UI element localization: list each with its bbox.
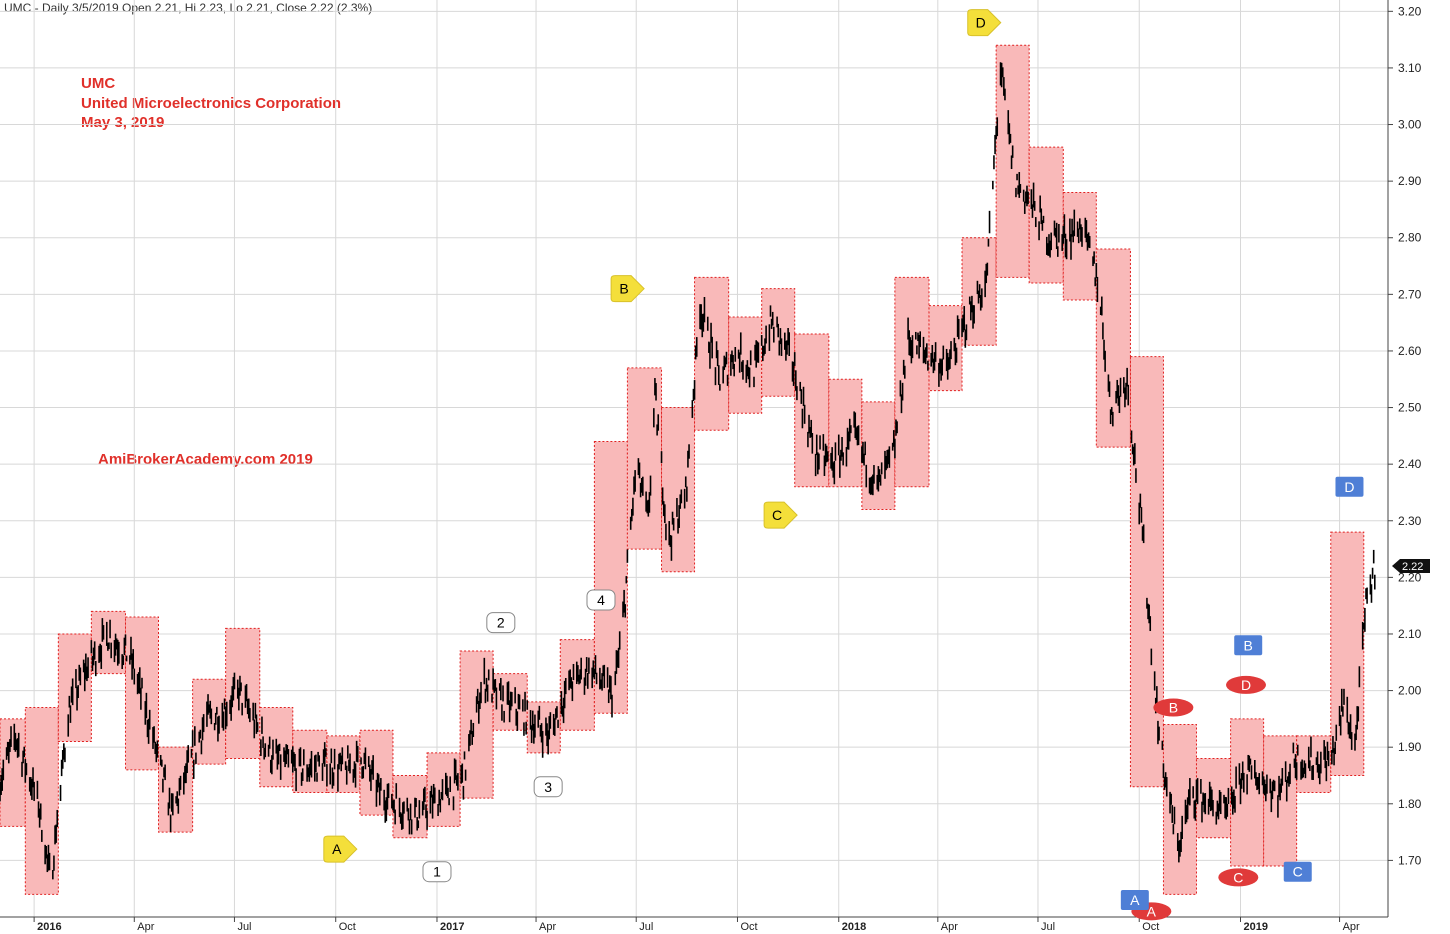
range-box (1062, 191, 1097, 301)
marker-yellow-tag-A: A (323, 835, 358, 863)
marker-shape (586, 589, 616, 611)
marker-label: C (1233, 869, 1243, 885)
marker-shape (1218, 868, 1259, 887)
range-box (794, 333, 830, 488)
y-tick-label: 2.20 (1398, 570, 1422, 584)
marker-label: 2 (497, 615, 505, 631)
range-box (57, 633, 92, 743)
marker-shape (1234, 635, 1263, 656)
marker-blue-box-D: D (1335, 476, 1364, 497)
marker-blue-box-B: B (1234, 635, 1263, 656)
last-price-tag (1392, 559, 1430, 574)
x-tick-label: 2016 (37, 921, 61, 933)
marker-blue-box-A: A (1120, 890, 1149, 911)
range-box (225, 627, 261, 760)
range-box (24, 707, 59, 895)
marker-label: B (1169, 700, 1178, 716)
marker-label: B (1244, 637, 1253, 653)
marker-label: B (619, 281, 628, 297)
marker-shape (1335, 476, 1364, 497)
marker-label: 1 (433, 864, 441, 880)
marker-label: D (1241, 677, 1251, 693)
marker-shape (1120, 890, 1149, 911)
marker-shape (1283, 861, 1312, 882)
range-box (1263, 735, 1298, 867)
y-tick-label: 2.40 (1398, 457, 1422, 471)
x-tick-label: Jul (237, 921, 251, 933)
marker-yellow-tag-B: B (610, 275, 645, 303)
y-tick-label: 3.10 (1398, 61, 1422, 75)
marker-label: D (976, 15, 986, 31)
marker-label: A (1130, 892, 1140, 908)
y-tick-label: 2.90 (1398, 174, 1422, 188)
y-tick-label: 3.00 (1398, 118, 1422, 132)
marker-label: A (332, 841, 342, 857)
x-tick-label: 2019 (1244, 921, 1268, 933)
y-tick-label: 2.70 (1398, 287, 1422, 301)
x-tick-label: Apr (941, 921, 958, 933)
marker-white-box-1: 1 (422, 861, 452, 883)
title-ticker: UMC (81, 75, 116, 92)
marker-yellow-tag-D: D (967, 9, 1002, 37)
marker-white-box-4: 4 (586, 589, 616, 611)
marker-shape (486, 612, 516, 634)
marker-shape (610, 275, 645, 303)
range-box (0, 718, 26, 827)
x-tick-label: Oct (1142, 921, 1159, 933)
range-box (1028, 146, 1064, 284)
marker-shape (1226, 675, 1267, 694)
x-tick-label: Jul (1041, 921, 1055, 933)
marker-shape (533, 776, 563, 798)
y-tick-label: 1.70 (1398, 853, 1422, 867)
marker-red-oval-B: B (1153, 698, 1194, 717)
marker-label: A (1147, 903, 1157, 919)
y-tick-label: 2.30 (1398, 514, 1422, 528)
y-tick-label: 3.20 (1398, 4, 1422, 18)
marker-label: C (772, 507, 782, 523)
y-tick-label: 1.90 (1398, 740, 1422, 754)
marker-white-box-3: 3 (533, 776, 563, 798)
x-tick-label: 2017 (440, 921, 464, 933)
y-tick-label: 2.80 (1398, 231, 1422, 245)
marker-white-box-2: 2 (486, 612, 516, 634)
x-tick-label: Apr (1343, 921, 1360, 933)
marker-shape (967, 9, 1002, 37)
y-tick-label: 2.50 (1398, 401, 1422, 415)
marker-shape (1153, 698, 1194, 717)
x-tick-label: Apr (137, 921, 154, 933)
x-tick-label: Oct (339, 921, 356, 933)
title-date: May 3, 2019 (81, 114, 165, 131)
x-tick-label: Oct (740, 921, 757, 933)
x-tick-label: 2018 (842, 921, 866, 933)
range-box (1162, 724, 1197, 895)
marker-yellow-tag-C: C (763, 501, 798, 529)
x-tick-label: Jul (639, 921, 653, 933)
chart-title-block: UMC United Microelectronics Corporation … (81, 74, 341, 133)
daily-bars (0, 62, 1376, 880)
marker-label: C (1293, 864, 1303, 880)
last-price-label: 2.22 (1402, 561, 1423, 573)
marker-shape (763, 501, 798, 529)
range-box (1129, 356, 1164, 788)
marker-label: D (1344, 479, 1354, 495)
marker-label: 3 (544, 779, 552, 795)
y-tick-label: 1.80 (1398, 797, 1422, 811)
y-tick-label: 2.60 (1398, 344, 1422, 358)
marker-label: 4 (597, 592, 605, 608)
title-company: United Microelectronics Corporation (81, 94, 342, 112)
range-box (661, 407, 696, 573)
marker-red-oval-C: C (1218, 868, 1259, 887)
range-box (192, 678, 227, 765)
marker-red-oval-D: D (1226, 675, 1267, 694)
marker-blue-box-C: C (1283, 861, 1312, 882)
marker-shape (422, 861, 452, 883)
y-tick-label: 2.00 (1398, 684, 1422, 698)
marker-shape (323, 835, 358, 863)
y-tick-label: 2.10 (1398, 627, 1422, 641)
x-tick-label: Apr (539, 921, 556, 933)
